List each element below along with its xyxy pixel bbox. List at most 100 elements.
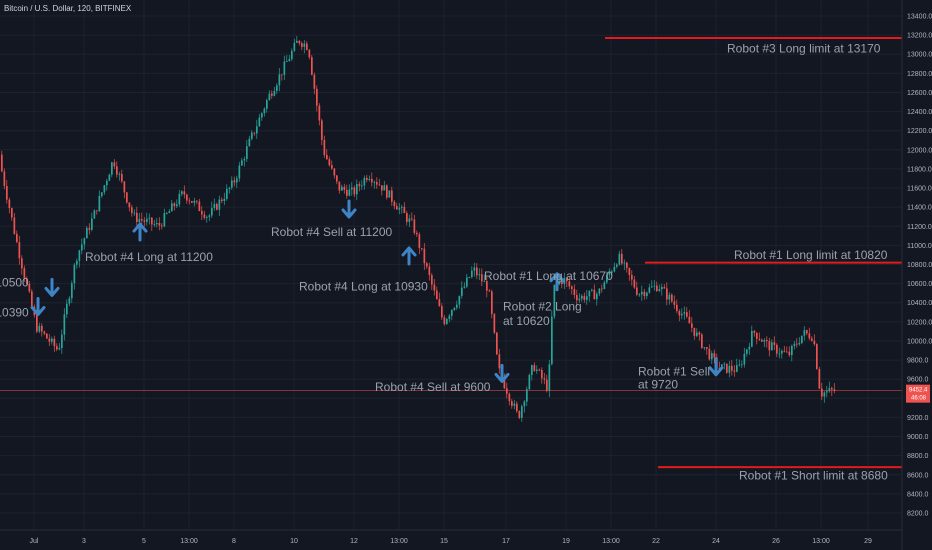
limit-lines-layer [0, 36, 902, 469]
candle-body [181, 191, 183, 194]
candle-body [201, 211, 203, 215]
candle-body [616, 264, 618, 267]
candle-body [821, 388, 823, 397]
candle-body [656, 285, 658, 292]
annotation-label: Robot #4 Sell at 9600 [375, 380, 491, 394]
candle-body [653, 285, 656, 287]
x-tick-label: 15 [440, 538, 448, 545]
candle-body [566, 277, 568, 282]
candle-body [826, 391, 828, 393]
candle-body [183, 191, 186, 195]
candle-body [533, 365, 536, 371]
candle-body [66, 303, 68, 315]
candle-body [576, 295, 578, 301]
candle-body [638, 294, 641, 296]
candle-body [361, 185, 363, 187]
candle-body [141, 219, 143, 221]
candle-body [418, 234, 421, 249]
candle-body [508, 393, 511, 402]
candle-body [226, 188, 228, 199]
price-axis[interactable]: 13400.0 13200.0 13000.0 12800.0 12600.0 12400… [901, 0, 932, 550]
candle-body [398, 207, 401, 210]
y-tick-label: 13200.0 [907, 33, 932, 40]
x-tick-label: 13:00 [390, 538, 408, 545]
candle-body [678, 310, 681, 316]
candle-body [708, 348, 711, 360]
candle-body [428, 266, 431, 276]
annotation-label: Robot #4 Long at 11200 [85, 250, 213, 264]
candle-body [271, 93, 273, 96]
candle-body [421, 248, 423, 249]
candle-body [753, 330, 756, 333]
candle-body [693, 327, 696, 336]
candle-body [28, 283, 31, 292]
candle-body [273, 90, 276, 96]
y-tick-label: 11800.0 [907, 166, 932, 173]
candle-body [791, 345, 793, 356]
candle-body [643, 291, 646, 297]
candle-body [786, 351, 788, 353]
candle-body [11, 208, 13, 218]
candle-body [123, 181, 126, 193]
candle-body [641, 291, 643, 295]
candle-body [341, 186, 343, 191]
candle-body [673, 301, 676, 305]
annotation-layer: Robot #3 Long limit at 13170 Robot #1 Lon… [0, 41, 888, 482]
candle-body [3, 171, 6, 186]
candle-body [608, 272, 611, 275]
candle-body [103, 185, 106, 193]
annotation-label: Robot #2 Long [503, 300, 582, 314]
x-tick-label: Jul [30, 538, 39, 545]
candle-body [793, 343, 796, 346]
candle-body [628, 267, 631, 276]
arrow-down-icon [494, 363, 510, 383]
countdown-label: 46:08 [911, 396, 927, 402]
candle-body [266, 100, 268, 109]
candle-body [176, 204, 178, 207]
candle-body [38, 325, 41, 332]
candle-body [761, 339, 763, 342]
candle-body [751, 330, 753, 347]
candle-body [296, 40, 298, 43]
candle-body [326, 154, 328, 160]
candle-body [818, 368, 821, 389]
candle-body [451, 309, 453, 316]
candle-body [596, 293, 598, 300]
candle-body [461, 287, 463, 296]
candle-body [76, 260, 78, 265]
candle-body [173, 203, 176, 207]
candle-body [696, 332, 698, 336]
candle-body [806, 330, 808, 334]
candle-body [216, 203, 218, 210]
y-tick-label: 13000.0 [907, 52, 932, 59]
candle-body [131, 207, 133, 214]
candle-body [213, 203, 216, 208]
candle-body [251, 132, 253, 139]
x-tick-label: 22 [652, 538, 660, 545]
candle-body [156, 223, 158, 225]
candle-body [126, 192, 128, 203]
candle-body [756, 332, 758, 339]
candle-body [1, 154, 3, 172]
candle-body [206, 216, 208, 218]
candle-body [276, 85, 278, 91]
candle-body [686, 312, 688, 317]
candle-body [381, 185, 383, 191]
candle-body [688, 316, 691, 324]
candle-body [681, 313, 683, 316]
candle-body [733, 370, 736, 372]
candle-body [546, 379, 548, 391]
candle-body [778, 353, 781, 355]
candle-body [356, 184, 358, 195]
candle-body [536, 369, 538, 371]
candle-body [601, 288, 603, 290]
candle-body [768, 341, 771, 351]
time-axis[interactable]: Jul 3 5 13:00 8 10 12 13:00 15 17 19 13:00 22 24 26 13:… [0, 529, 902, 545]
candle-body [36, 315, 38, 332]
candle-body [518, 411, 521, 418]
candle-body [668, 294, 671, 300]
candle-body [741, 364, 743, 366]
candle-body [726, 363, 728, 373]
candle-body [473, 267, 476, 271]
